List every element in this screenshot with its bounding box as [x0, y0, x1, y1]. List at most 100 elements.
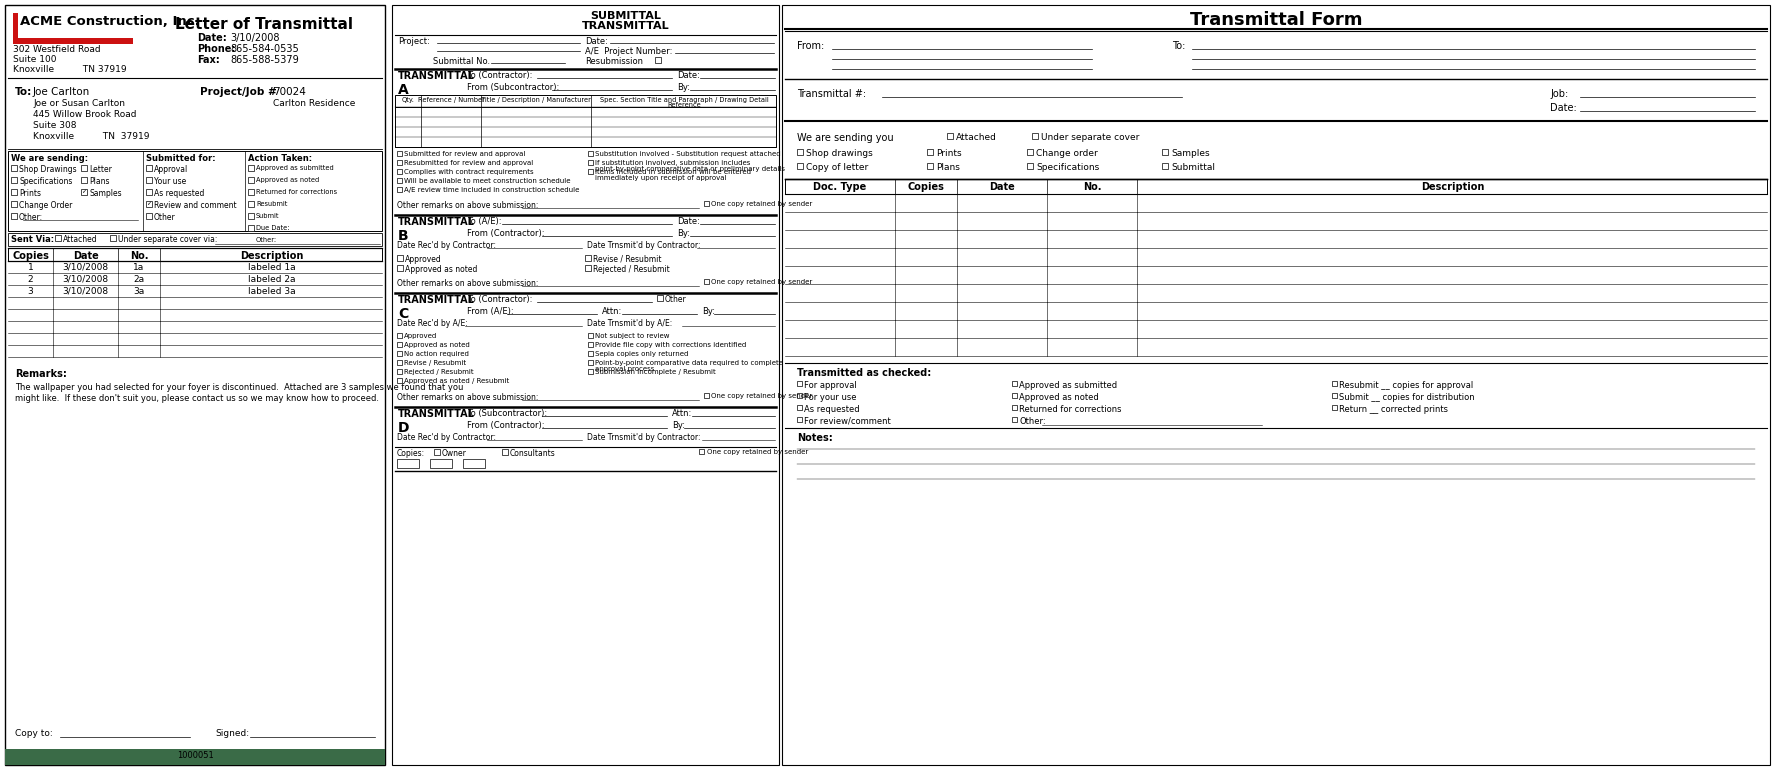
Bar — [12, 13, 18, 41]
Bar — [398, 151, 401, 156]
Text: Letter of Transmittal: Letter of Transmittal — [176, 17, 353, 32]
Text: Returned for corrections: Returned for corrections — [1019, 405, 1121, 414]
Bar — [927, 163, 932, 169]
Text: From (Subcontractor):: From (Subcontractor): — [467, 83, 559, 92]
Bar — [398, 333, 401, 338]
Text: Copies: Copies — [12, 251, 50, 261]
Text: TRANSMITTAL: TRANSMITTAL — [398, 295, 474, 305]
Text: Complies with contract requirements: Complies with contract requirements — [403, 169, 533, 175]
Bar — [1332, 381, 1337, 386]
Text: To:: To: — [14, 87, 32, 97]
Text: Your use: Your use — [155, 177, 186, 186]
Text: Phone:: Phone: — [197, 44, 236, 54]
Text: For review/comment: For review/comment — [805, 417, 892, 426]
Bar — [12, 38, 133, 44]
Text: Approved: Approved — [403, 333, 437, 339]
Bar — [110, 235, 115, 241]
Text: Shop drawings: Shop drawings — [806, 149, 872, 158]
Text: Other remarks on above submission:: Other remarks on above submission: — [398, 279, 538, 288]
Text: Due Date:: Due Date: — [256, 225, 289, 231]
Text: Under separate cover via:: Under separate cover via: — [117, 235, 217, 244]
Text: ✓: ✓ — [146, 201, 151, 206]
Text: Transmittal #:: Transmittal #: — [797, 89, 867, 99]
Text: approval process: approval process — [595, 366, 654, 372]
Text: Review and comment: Review and comment — [155, 201, 236, 210]
Text: Job:: Job: — [1550, 89, 1568, 99]
Text: Doc. Type: Doc. Type — [813, 182, 867, 192]
Text: B: B — [398, 229, 408, 243]
Text: Other:: Other: — [256, 237, 277, 243]
Text: Change order: Change order — [1035, 149, 1098, 158]
Text: Date Trnsmit'd by Contractor:: Date Trnsmit'd by Contractor: — [588, 433, 700, 442]
Text: 445 Willow Brook Road: 445 Willow Brook Road — [34, 110, 137, 119]
Text: Submitted for review and approval: Submitted for review and approval — [403, 151, 526, 157]
Text: Prints: Prints — [936, 149, 961, 158]
Text: Sepia copies only returned: Sepia copies only returned — [595, 351, 689, 357]
Text: Revise / Resubmit: Revise / Resubmit — [403, 360, 465, 366]
Text: One copy retained by sender: One copy retained by sender — [710, 201, 812, 207]
Bar — [797, 405, 803, 410]
Text: Description: Description — [240, 251, 304, 261]
Text: To (A/E):: To (A/E): — [467, 217, 501, 226]
Text: Other: Other — [664, 295, 687, 304]
Bar — [11, 201, 16, 207]
Text: labeled 1a: labeled 1a — [249, 263, 297, 272]
Text: The wallpaper you had selected for your foyer is discontinued.  Attached are 3 s: The wallpaper you had selected for your … — [14, 383, 464, 392]
Bar — [146, 201, 151, 207]
Text: Qty.: Qty. — [401, 97, 414, 103]
Text: Submit __ copies for distribution: Submit __ copies for distribution — [1339, 393, 1474, 402]
Text: C: C — [398, 307, 408, 321]
Text: Signed:: Signed: — [215, 729, 249, 738]
Bar — [398, 369, 401, 374]
Text: Attn:: Attn: — [671, 409, 693, 418]
Text: labeled 3a: labeled 3a — [249, 287, 297, 296]
Text: Change Order: Change Order — [20, 201, 73, 210]
Text: A: A — [398, 83, 408, 97]
Text: Spec. Section Title and Paragraph / Drawing Detail: Spec. Section Title and Paragraph / Draw… — [600, 97, 769, 103]
Bar — [1162, 149, 1169, 155]
Text: Submittal No.: Submittal No. — [433, 57, 490, 66]
Text: ACME Construction, Inc.: ACME Construction, Inc. — [20, 15, 199, 28]
Text: Samples: Samples — [1170, 149, 1209, 158]
Bar — [11, 213, 16, 218]
Text: One copy retained by sender: One copy retained by sender — [710, 393, 812, 399]
Text: To (Contractor):: To (Contractor): — [467, 295, 533, 304]
Text: Approved: Approved — [405, 255, 442, 264]
Bar — [5, 5, 385, 765]
Bar — [947, 133, 954, 139]
Text: D: D — [398, 421, 410, 435]
Text: Approved as noted: Approved as noted — [1019, 393, 1099, 402]
Text: Specifications: Specifications — [20, 177, 73, 186]
Text: We are sending:: We are sending: — [11, 154, 89, 163]
Bar — [797, 417, 803, 422]
Bar — [11, 189, 16, 194]
Bar — [700, 449, 703, 454]
Text: Rejected / Resubmit: Rejected / Resubmit — [403, 369, 474, 375]
Text: Copy of letter: Copy of letter — [806, 163, 868, 172]
Bar — [392, 5, 780, 765]
Text: By:: By: — [677, 83, 691, 92]
Text: Not subject to review: Not subject to review — [595, 333, 670, 339]
Text: Substitution involved - Substitution request attached: Substitution involved - Substitution req… — [595, 151, 781, 157]
Text: Date:: Date: — [677, 71, 700, 80]
Bar — [398, 378, 401, 383]
Text: 1: 1 — [28, 263, 34, 272]
Text: Title / Description / Manufacturer: Title / Description / Manufacturer — [481, 97, 591, 103]
Text: As requested: As requested — [155, 189, 204, 198]
Text: Attn:: Attn: — [602, 307, 622, 316]
Bar — [394, 95, 776, 147]
Text: Suite 100: Suite 100 — [12, 55, 57, 64]
Text: Resubmit: Resubmit — [256, 201, 288, 207]
Bar — [249, 225, 254, 231]
Bar — [82, 189, 87, 194]
Text: From (Contractor):: From (Contractor): — [467, 229, 545, 238]
Bar — [146, 213, 151, 218]
Text: Point-by-point comparative data required to complete: Point-by-point comparative data required… — [595, 360, 783, 366]
Text: 3/10/2008: 3/10/2008 — [62, 263, 108, 272]
Bar — [703, 279, 709, 284]
Bar — [82, 165, 87, 170]
Bar — [249, 165, 254, 170]
Text: ✓: ✓ — [82, 190, 87, 194]
Bar — [398, 265, 403, 270]
Text: Date Rec'd by Contractor:: Date Rec'd by Contractor: — [398, 241, 496, 250]
